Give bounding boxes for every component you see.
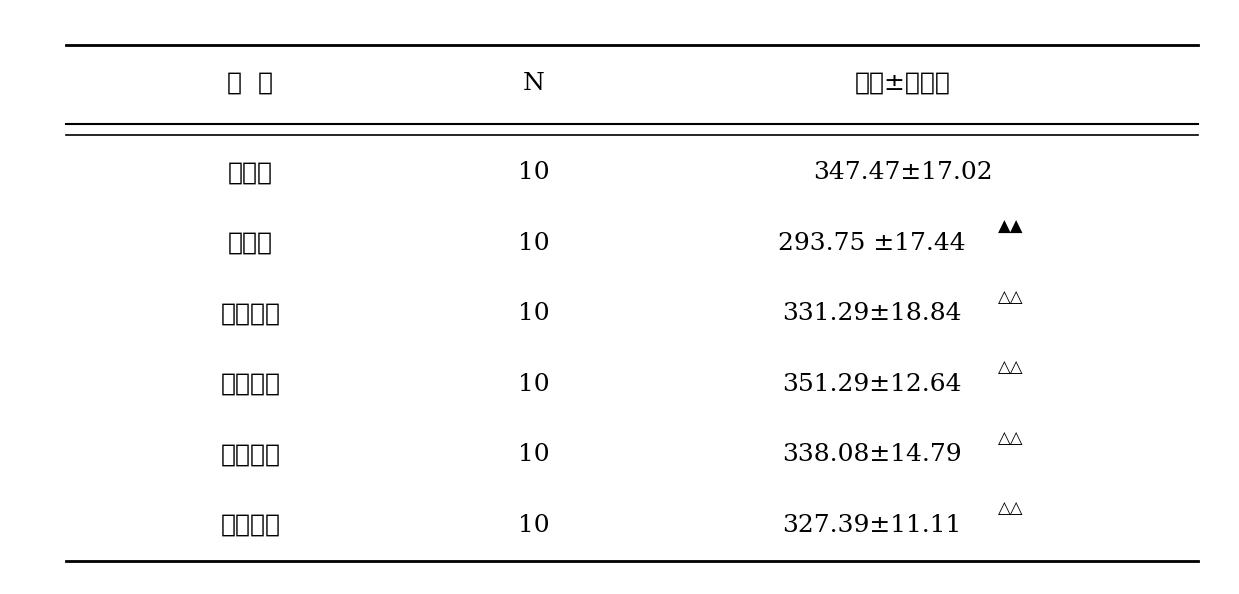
Text: 得舒特组: 得舒特组 [221, 514, 280, 537]
Text: 351.29±12.64: 351.29±12.64 [782, 373, 961, 396]
Text: ▲▲: ▲▲ [999, 219, 1023, 235]
Text: △△: △△ [999, 500, 1023, 517]
Text: 组  别: 组 别 [227, 72, 274, 94]
Text: 高剂量组: 高剂量组 [221, 443, 280, 466]
Text: 331.29±18.84: 331.29±18.84 [782, 302, 961, 326]
Text: 338.08±14.79: 338.08±14.79 [782, 443, 961, 466]
Text: 327.39±11.11: 327.39±11.11 [782, 514, 961, 537]
Text: 模型组: 模型组 [228, 232, 273, 255]
Text: 347.47±17.02: 347.47±17.02 [813, 162, 992, 184]
Text: △△: △△ [999, 359, 1023, 377]
Text: 10: 10 [518, 232, 549, 255]
Text: △△: △△ [999, 289, 1023, 306]
Text: 中剂量组: 中剂量组 [221, 373, 280, 396]
Text: 10: 10 [518, 162, 549, 184]
Text: 10: 10 [518, 373, 549, 396]
Text: △△: △△ [999, 430, 1023, 447]
Text: 低剂量组: 低剂量组 [221, 302, 280, 326]
Text: 空白组: 空白组 [228, 162, 273, 184]
Text: 均值±标准差: 均值±标准差 [855, 72, 950, 94]
Text: 10: 10 [518, 302, 549, 326]
Text: 10: 10 [518, 443, 549, 466]
Text: 293.75 ±17.44: 293.75 ±17.44 [778, 232, 965, 255]
Text: N: N [523, 72, 544, 94]
Text: 10: 10 [518, 514, 549, 537]
